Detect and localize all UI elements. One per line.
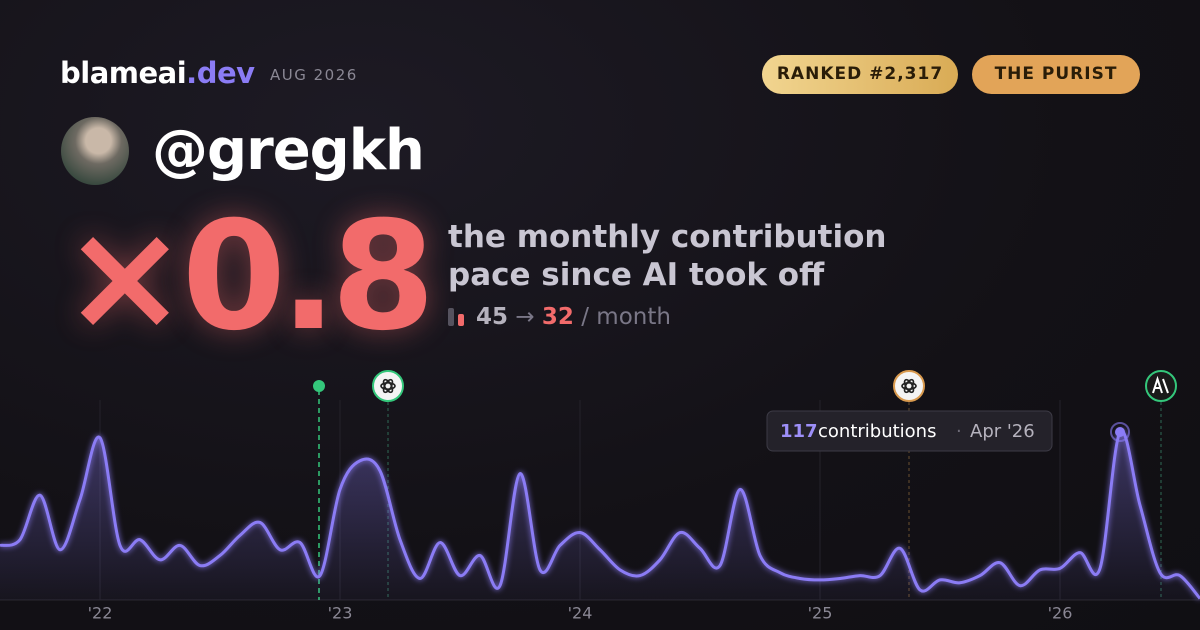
rank-badge: RANKED #2,317 — [762, 55, 958, 94]
tooltip-box — [766, 410, 1053, 452]
x-tick-label: '26 — [1048, 604, 1073, 623]
pace-after: 32 — [541, 304, 574, 330]
tooltip-value: 117 — [780, 421, 818, 442]
peak-point — [1115, 427, 1125, 437]
plot: '22 '23 '24 '25 '26 117 contributions · Apr '26 — [0, 400, 1200, 623]
brand-suffix: .dev — [186, 56, 255, 90]
pace-before: 45 — [476, 304, 509, 330]
pace: 45 → 32 / month — [448, 304, 671, 330]
multiplier: ×0.8 — [62, 190, 435, 364]
tooltip-label: contributions — [818, 421, 936, 442]
brand-name: blameai — [60, 56, 187, 90]
pace-arrow: → — [515, 304, 535, 330]
avatar — [61, 117, 129, 185]
tooltip-date: Apr '26 — [970, 421, 1035, 442]
x-tick-label: '24 — [568, 604, 593, 623]
period: AUG 2026 — [270, 66, 358, 84]
description: pace since AI took off — [448, 257, 825, 293]
pace-unit: / month — [581, 304, 671, 330]
persona-badge: THE PURIST — [972, 55, 1140, 94]
line — [0, 429, 1200, 600]
username: @gregkh — [152, 118, 425, 183]
tooltip: 117 contributions · Apr '26 — [766, 410, 1053, 452]
brand: blameai.dev — [60, 56, 255, 90]
pace-icon — [448, 308, 466, 326]
description: the monthly contribution — [448, 219, 887, 255]
peak-ring — [1110, 422, 1130, 442]
x-tick-label: '22 — [88, 604, 113, 623]
x-tick-label: '23 — [328, 604, 353, 623]
x-tick-label: '25 — [808, 604, 833, 623]
area — [0, 430, 1200, 600]
tooltip-separator: · — [956, 421, 962, 442]
